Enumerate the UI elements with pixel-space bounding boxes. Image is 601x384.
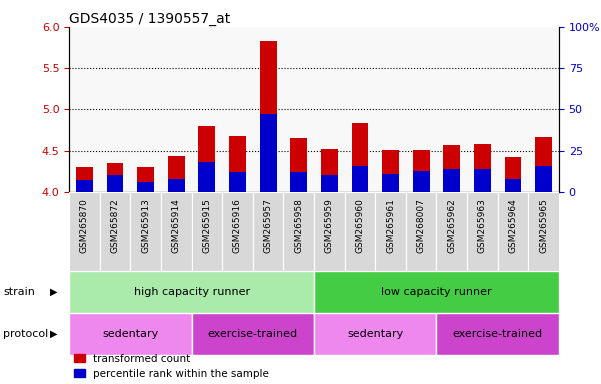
Legend: transformed count, percentile rank within the sample: transformed count, percentile rank withi… (75, 354, 269, 379)
Bar (474, 144, 491, 192)
Text: ▶: ▶ (50, 287, 58, 297)
Bar (137, 167, 154, 192)
Bar (137, 182, 154, 192)
FancyBboxPatch shape (192, 313, 314, 355)
Bar (260, 114, 276, 192)
Bar (444, 169, 460, 192)
Bar (413, 170, 430, 192)
Text: GSM265958: GSM265958 (294, 198, 304, 253)
Text: GSM265913: GSM265913 (141, 198, 150, 253)
Bar (168, 156, 185, 192)
Text: protocol: protocol (3, 329, 48, 339)
Bar (505, 157, 522, 192)
Bar (382, 174, 399, 192)
Text: GSM265960: GSM265960 (355, 198, 364, 253)
Text: GSM265957: GSM265957 (264, 198, 273, 253)
Bar (290, 172, 307, 192)
Bar (290, 138, 307, 192)
FancyBboxPatch shape (498, 192, 528, 271)
Bar (229, 136, 246, 192)
Text: GSM265870: GSM265870 (80, 198, 89, 253)
Text: ▶: ▶ (50, 329, 58, 339)
FancyBboxPatch shape (69, 271, 314, 313)
Text: sedentary: sedentary (347, 329, 403, 339)
FancyBboxPatch shape (314, 313, 436, 355)
Bar (168, 179, 185, 192)
FancyBboxPatch shape (69, 313, 192, 355)
Text: GSM265959: GSM265959 (325, 198, 334, 253)
FancyBboxPatch shape (314, 192, 344, 271)
Text: GDS4035 / 1390557_at: GDS4035 / 1390557_at (69, 12, 230, 25)
Bar (535, 166, 552, 192)
Bar (198, 126, 215, 192)
FancyBboxPatch shape (100, 192, 130, 271)
Text: exercise-trained: exercise-trained (453, 329, 543, 339)
Bar (505, 179, 522, 192)
Text: sedentary: sedentary (102, 329, 159, 339)
Text: GSM265915: GSM265915 (203, 198, 212, 253)
Bar (260, 41, 276, 192)
Bar (352, 166, 368, 192)
Text: GSM265914: GSM265914 (172, 198, 181, 253)
FancyBboxPatch shape (161, 192, 192, 271)
Text: GSM265961: GSM265961 (386, 198, 395, 253)
FancyBboxPatch shape (284, 192, 314, 271)
Text: low capacity runner: low capacity runner (381, 287, 492, 297)
FancyBboxPatch shape (314, 271, 559, 313)
Bar (321, 175, 338, 192)
Text: GSM265962: GSM265962 (447, 198, 456, 253)
Bar (106, 175, 123, 192)
Bar (535, 137, 552, 192)
Bar (76, 180, 93, 192)
Text: GSM265872: GSM265872 (111, 198, 120, 253)
Text: GSM265916: GSM265916 (233, 198, 242, 253)
Bar (229, 172, 246, 192)
Text: strain: strain (3, 287, 35, 297)
Text: high capacity runner: high capacity runner (133, 287, 249, 297)
Bar (444, 145, 460, 192)
Bar (76, 167, 93, 192)
FancyBboxPatch shape (436, 313, 559, 355)
Bar (321, 149, 338, 192)
Bar (474, 169, 491, 192)
FancyBboxPatch shape (130, 192, 161, 271)
Text: GSM265964: GSM265964 (508, 198, 517, 253)
FancyBboxPatch shape (375, 192, 406, 271)
FancyBboxPatch shape (69, 192, 100, 271)
FancyBboxPatch shape (222, 192, 253, 271)
FancyBboxPatch shape (436, 192, 467, 271)
FancyBboxPatch shape (467, 192, 498, 271)
FancyBboxPatch shape (528, 192, 559, 271)
Text: exercise-trained: exercise-trained (208, 329, 298, 339)
Bar (198, 162, 215, 192)
Bar (352, 124, 368, 192)
Bar (106, 163, 123, 192)
FancyBboxPatch shape (344, 192, 375, 271)
FancyBboxPatch shape (253, 192, 284, 271)
Bar (413, 150, 430, 192)
Text: GSM268007: GSM268007 (416, 198, 426, 253)
Bar (382, 150, 399, 192)
FancyBboxPatch shape (406, 192, 436, 271)
FancyBboxPatch shape (192, 192, 222, 271)
Text: GSM265963: GSM265963 (478, 198, 487, 253)
Text: GSM265965: GSM265965 (539, 198, 548, 253)
